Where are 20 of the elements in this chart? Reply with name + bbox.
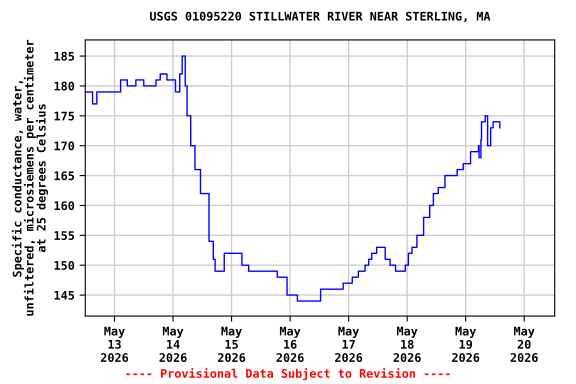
y-tick-label: 165 bbox=[54, 171, 74, 180]
chart-title: USGS 01095220 STILLWATER RIVER NEAR STERLING, MA bbox=[150, 12, 490, 22]
y-tick-label: 185 bbox=[54, 52, 74, 61]
x-tick-label: May 15 2026 bbox=[218, 326, 246, 362]
x-tick-label: May 18 2026 bbox=[394, 326, 421, 362]
x-tick-label: May 16 2026 bbox=[276, 326, 304, 362]
y-tick-label: 160 bbox=[54, 201, 74, 210]
x-tick-label: May 14 2026 bbox=[159, 326, 187, 362]
y-axis-title: Specific conductance, water, unfiltered, microsiemens per centimeter at 25 degrees Celsius bbox=[12, 40, 48, 316]
text: ---- Provisional Data Subject to Revision ---- bbox=[126, 368, 450, 380]
y-tick-label: 175 bbox=[54, 112, 74, 120]
y-tick-label: 145 bbox=[54, 290, 74, 300]
x-tick-label: May 13 2026 bbox=[100, 326, 128, 362]
y-tick-label: 150 bbox=[54, 260, 74, 270]
x-tick-label: May 17 2026 bbox=[335, 326, 362, 362]
y-tick-label: 155 bbox=[54, 231, 74, 240]
x-tick-label: May 19 2026 bbox=[452, 326, 480, 362]
y-tick-label: 170 bbox=[54, 141, 74, 150]
y-tick-label: 180 bbox=[54, 82, 74, 91]
x-tick-label: May 20 2026 bbox=[510, 326, 538, 362]
